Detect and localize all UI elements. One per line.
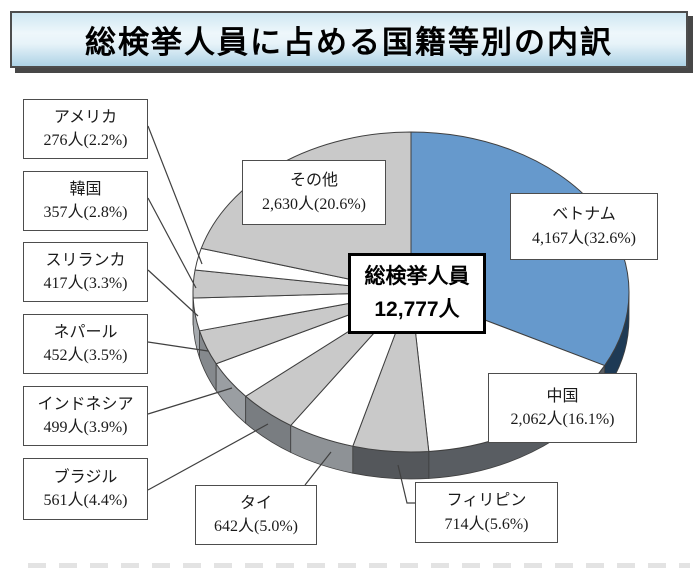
slice-value: 417人(3.3%) (43, 275, 128, 292)
cropped-caption-artifact (28, 563, 690, 568)
callout-box-4: ブラジル 561人(4.4%) (23, 458, 148, 520)
slice-label: アメリカ (53, 108, 118, 126)
callout-box-3: タイ 642人(5.0%) (195, 485, 317, 545)
slice-value: 714人(5.6%) (444, 515, 529, 533)
leader-line-6 (147, 341, 209, 352)
leader-line-3 (304, 451, 332, 486)
slice-label: ブラジル (53, 468, 118, 486)
slice-label: フィリピン (446, 492, 527, 510)
leader-line-4 (147, 423, 269, 491)
slice-label: スリランカ (45, 251, 126, 269)
slice-label: インドネシア (37, 395, 134, 413)
slice-value: 2,630人(20.6%) (262, 195, 366, 213)
callout-box-5: インドネシア 499人(3.9%) (23, 386, 148, 446)
leader-line-8 (147, 197, 197, 289)
slice-label: 韓国 (69, 180, 102, 198)
callout-box-7: スリランカ 417人(3.3%) (23, 242, 148, 302)
slice-label: タイ (239, 494, 272, 512)
callout-box-1: 中国 2,062人(16.1%) (488, 373, 637, 443)
callout-box-8: 韓国 357人(2.8%) (23, 171, 148, 231)
slice-value: 4,167人(32.6%) (532, 229, 636, 247)
callout-box-2: フィリピン 714人(5.6%) (415, 482, 558, 543)
slice-value: 276人(2.2%) (43, 132, 128, 149)
slice-label: ベトナム (552, 206, 616, 224)
slice-value: 499人(3.9%) (43, 419, 128, 436)
total-value: 12,777人 (374, 297, 460, 321)
leader-line-9 (147, 125, 203, 265)
leader-line-2 (397, 464, 415, 504)
slice-label: その他 (289, 172, 338, 190)
slice-value: 642人(5.0%) (214, 518, 298, 535)
slice-label: 中国 (546, 387, 579, 405)
slice-value: 452人(3.5%) (43, 347, 128, 364)
slice-value: 561人(4.4%) (43, 492, 128, 509)
callout-box-9: アメリカ 276人(2.2%) (23, 99, 148, 159)
total-label: 総検挙人員 (364, 264, 470, 288)
callout-box-6: ネパール 452人(3.5%) (23, 314, 148, 374)
leader-line-5 (147, 387, 233, 415)
page-title: 総検挙人員に占める国籍等別の内訳 (85, 25, 613, 60)
callout-box-10: その他 2,630人(20.6%) (242, 160, 386, 225)
leader-line-7 (147, 269, 199, 317)
slice-label: ネパール (53, 323, 118, 341)
title-banner: 総検挙人員に占める国籍等別の内訳 (10, 11, 688, 68)
slice-value: 357人(2.8%) (43, 204, 128, 221)
total-callout: 総検挙人員 12,777人 (348, 253, 486, 334)
slice-value: 2,062人(16.1%) (510, 411, 615, 428)
callout-box-0: ベトナム 4,167人(32.6%) (510, 193, 658, 260)
